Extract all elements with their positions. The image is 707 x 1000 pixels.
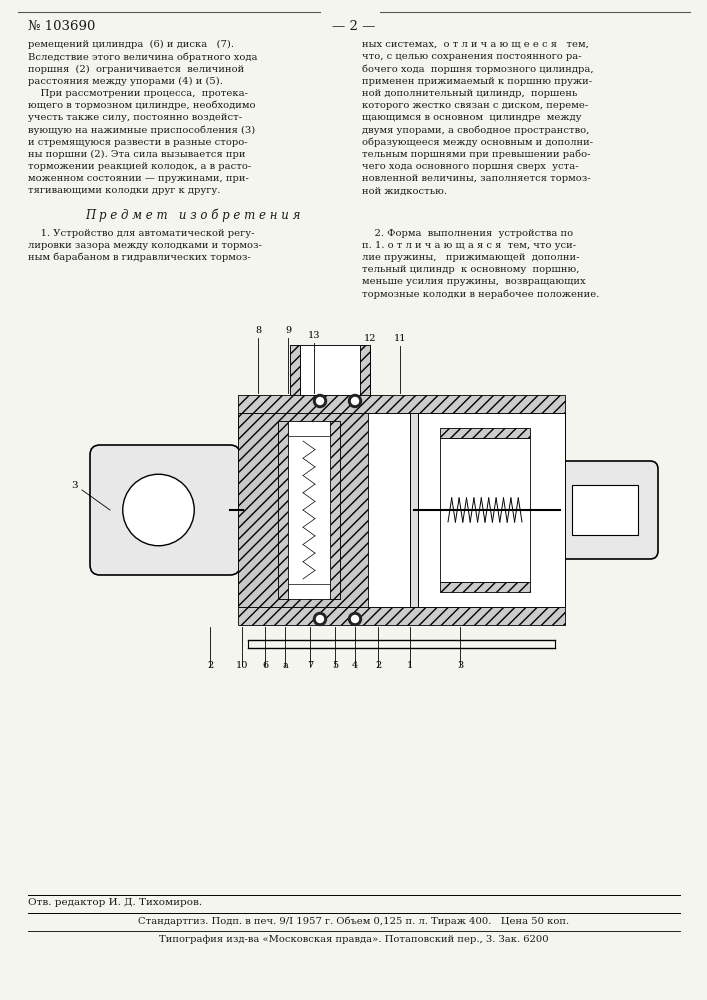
Bar: [300, 345, 360, 395]
Text: ной дополнительный цилиндр,  поршень: ной дополнительный цилиндр, поршень: [362, 89, 578, 98]
Text: 13: 13: [308, 331, 320, 340]
Bar: [440, 582, 530, 592]
Text: № 103690: № 103690: [28, 20, 95, 33]
Text: расстояния между упорами (4) и (5).: расстояния между упорами (4) и (5).: [28, 77, 223, 86]
Text: a: a: [282, 661, 288, 670]
Text: тормозные колодки в нерабочее положение.: тормозные колодки в нерабочее положение.: [362, 290, 600, 299]
Text: 2: 2: [207, 661, 213, 670]
Bar: [440, 438, 530, 582]
Circle shape: [351, 397, 358, 404]
Bar: [238, 607, 565, 625]
Text: п. 1. о т л и ч а ю щ а я с я  тем, что уси-: п. 1. о т л и ч а ю щ а я с я тем, что у…: [362, 241, 576, 250]
Bar: [238, 413, 368, 607]
Text: Типография изд-ва «Московская правда». Потаповский пер., 3. Зак. 6200: Типография изд-ва «Московская правда». П…: [159, 935, 549, 944]
Text: ным барабаном в гидравлических тормоз-: ным барабаном в гидравлических тормоз-: [28, 253, 251, 262]
Text: применен прижимаемый к поршню пружи-: применен прижимаемый к поршню пружи-: [362, 77, 592, 86]
Bar: [572, 485, 638, 535]
Text: что, с целью сохранения постоянного ра-: что, с целью сохранения постоянного ра-: [362, 52, 582, 61]
Text: поршня  (2)  ограничивается  величиной: поршня (2) ограничивается величиной: [28, 64, 244, 74]
Text: 6: 6: [262, 661, 268, 670]
Text: ремещений цилиндра  (6) и диска   (7).: ремещений цилиндра (6) и диска (7).: [28, 40, 234, 49]
Text: 5: 5: [332, 661, 338, 670]
Circle shape: [351, 615, 358, 622]
Bar: [238, 413, 565, 607]
Bar: [330, 421, 340, 599]
Text: двумя упорами, а свободное пространство,: двумя упорами, а свободное пространство,: [362, 125, 590, 135]
Text: 9: 9: [285, 326, 291, 335]
Text: образующееся между основным и дополни-: образующееся между основным и дополни-: [362, 138, 593, 147]
Text: которого жестко связан с диском, переме-: которого жестко связан с диском, переме-: [362, 101, 588, 110]
Text: ны поршни (2). Эта сила вызывается при: ны поршни (2). Эта сила вызывается при: [28, 150, 245, 159]
Text: Отв. редактор И. Д. Тихомиров.: Отв. редактор И. Д. Тихомиров.: [28, 898, 202, 907]
Text: 4: 4: [352, 661, 358, 670]
Bar: [238, 395, 565, 413]
Text: торможении реакцией колодок, а в расто-: торможении реакцией колодок, а в расто-: [28, 162, 251, 171]
Circle shape: [317, 397, 324, 404]
Text: и стремящуюся развести в разные сторо-: и стремящуюся развести в разные сторо-: [28, 138, 247, 147]
Text: тягивающими колодки друг к другу.: тягивающими колодки друг к другу.: [28, 186, 221, 195]
Bar: [288, 436, 330, 584]
Text: тельный цилиндр  к основному  поршню,: тельный цилиндр к основному поршню,: [362, 265, 580, 274]
Text: чего хода основного поршня сверх  уста-: чего хода основного поршня сверх уста-: [362, 162, 578, 171]
FancyBboxPatch shape: [552, 461, 658, 559]
Bar: [278, 421, 340, 599]
Text: 11: 11: [394, 334, 407, 343]
Text: лие пружины,   прижимающей  дополни-: лие пружины, прижимающей дополни-: [362, 253, 580, 262]
Bar: [440, 428, 530, 438]
Bar: [290, 345, 300, 395]
Text: 1. Устройство для автоматической регу-: 1. Устройство для автоматической регу-: [28, 229, 255, 238]
Text: 7: 7: [307, 661, 313, 670]
Bar: [410, 413, 418, 607]
Text: ющего в тормозном цилиндре, необходимо: ющего в тормозном цилиндре, необходимо: [28, 101, 255, 110]
Text: ных системах,  о т л и ч а ю щ е е с я   тем,: ных системах, о т л и ч а ю щ е е с я те…: [362, 40, 589, 49]
FancyBboxPatch shape: [90, 445, 240, 575]
Text: 10: 10: [236, 661, 248, 670]
Bar: [290, 345, 370, 395]
Bar: [360, 345, 370, 395]
Text: тельным поршнями при превышении рабо-: тельным поршнями при превышении рабо-: [362, 150, 590, 159]
Text: П р е д м е т   и з о б р е т е н и я: П р е д м е т и з о б р е т е н и я: [86, 209, 300, 222]
Text: 2. Форма  выполнения  устройства по: 2. Форма выполнения устройства по: [362, 229, 573, 238]
Text: меньше усилия пружины,  возвращающих: меньше усилия пружины, возвращающих: [362, 277, 585, 286]
Bar: [278, 421, 288, 599]
Text: щающимся в основном  цилиндре  между: щающимся в основном цилиндре между: [362, 113, 581, 122]
Circle shape: [313, 394, 327, 408]
Circle shape: [317, 615, 324, 622]
Text: При рассмотрении процесса,  протека-: При рассмотрении процесса, протека-: [28, 89, 248, 98]
Circle shape: [349, 394, 361, 408]
Text: 2: 2: [375, 661, 381, 670]
Text: бочего хода  поршня тормозного цилиндра,: бочего хода поршня тормозного цилиндра,: [362, 64, 594, 74]
Text: Вследствие этого величина обратного хода: Вследствие этого величина обратного хода: [28, 52, 257, 62]
Text: учесть также силу, постоянно воздейст-: учесть также силу, постоянно воздейст-: [28, 113, 242, 122]
Text: 8: 8: [255, 326, 261, 335]
Circle shape: [349, 612, 361, 626]
Ellipse shape: [123, 474, 194, 546]
Text: 3: 3: [71, 481, 78, 489]
Text: ной жидкостью.: ной жидкостью.: [362, 186, 447, 195]
Text: лировки зазора между колодками и тормоз-: лировки зазора между колодками и тормоз-: [28, 241, 262, 250]
Text: Стандартгиз. Подп. в печ. 9/I 1957 г. Объем 0,125 п. л. Тираж 400.   Цена 50 коп: Стандартгиз. Подп. в печ. 9/I 1957 г. Об…: [139, 917, 570, 926]
Text: 12: 12: [363, 334, 376, 343]
Text: — 2 —: — 2 —: [332, 20, 375, 33]
Circle shape: [313, 612, 327, 626]
Text: моженном состоянии — пружинами, при-: моженном состоянии — пружинами, при-: [28, 174, 249, 183]
Text: вующую на нажимные приспособления (3): вующую на нажимные приспособления (3): [28, 125, 255, 135]
Text: 1: 1: [407, 661, 413, 670]
Text: 3: 3: [457, 661, 463, 670]
Text: новленной величины, заполняется тормоз-: новленной величины, заполняется тормоз-: [362, 174, 590, 183]
